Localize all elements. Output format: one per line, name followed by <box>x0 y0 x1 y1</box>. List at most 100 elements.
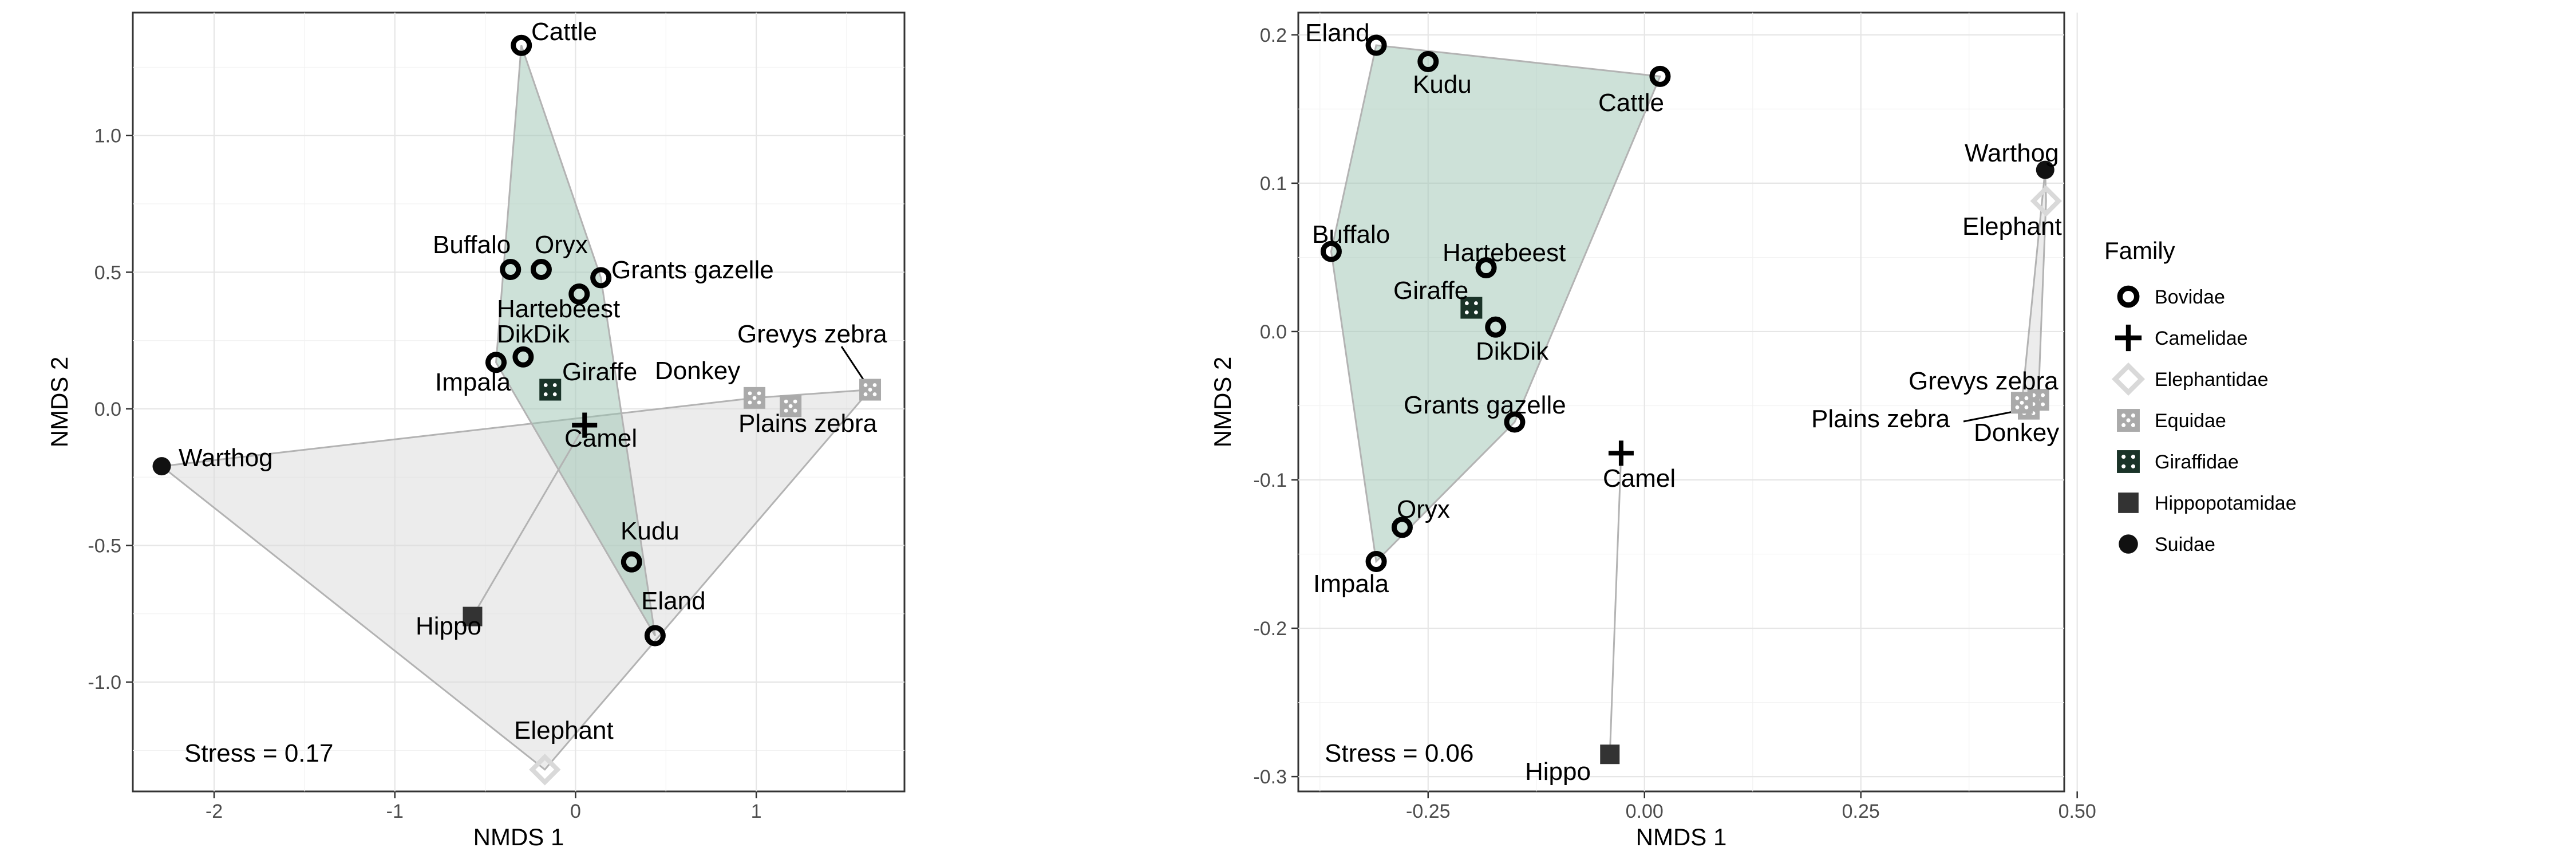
y-tick-label: 0.1 <box>1260 173 1287 195</box>
point-label-kudu: Kudu <box>621 517 679 545</box>
point-oryx <box>1391 517 1413 538</box>
y-tick-label: -0.5 <box>88 535 121 557</box>
point-eland <box>644 625 666 647</box>
legend-key-hippopotamidae <box>2118 492 2139 513</box>
points-left <box>152 34 882 786</box>
point-label-oryx: Oryx <box>535 231 588 259</box>
x-tick-label: -2 <box>206 801 223 822</box>
axes-right: -0.25 0.00 0.25 0.50 -0.3 -0.2 -0.1 0.0 0.1 0.2 <box>1253 25 2096 822</box>
x-tick-label: 0.00 <box>1626 801 1664 822</box>
point-grevys-zebra <box>859 379 882 401</box>
legend-keys <box>2111 285 2146 554</box>
point-giraffe <box>1460 297 1483 319</box>
points-right <box>1320 34 2062 765</box>
point-giraffe <box>539 379 562 401</box>
point-camel <box>572 412 598 438</box>
point-label-buffalo: Buffalo <box>433 231 511 259</box>
point-dikdik <box>512 346 534 368</box>
legend-label-camelidae: Camelidae <box>2155 328 2248 349</box>
point-buffalo <box>500 259 521 281</box>
y-tick-label: -1.0 <box>88 672 121 693</box>
point-dikdik <box>1485 316 1507 338</box>
x-tick-label: 0.50 <box>2059 801 2096 822</box>
legend-key-equidae <box>2117 409 2140 432</box>
point-label-grants-gazelle: Grants gazelle <box>611 256 774 284</box>
x-tick-label: 0.25 <box>1842 801 1880 822</box>
hulls-right <box>1330 44 2047 755</box>
point-donkey <box>2010 392 2033 414</box>
point-label-kudu-r: Kudu <box>1413 70 1472 98</box>
point-label-dikdik: DikDik <box>497 320 570 348</box>
point-elephant <box>529 754 561 786</box>
point-impala <box>1365 550 1387 572</box>
y-tick-label: 0.2 <box>1260 25 1287 46</box>
legend-key-bovidae <box>2117 285 2140 308</box>
point-label-buffalo-r: Buffalo <box>1312 220 1390 249</box>
point-label-hippo: Hippo <box>416 612 481 640</box>
point-label-donkey-r: Donkey <box>1974 419 2059 447</box>
y-tick-label: 0.0 <box>1260 321 1287 343</box>
point-impala <box>485 352 507 373</box>
point-warthog <box>152 457 171 476</box>
hull-bovidae <box>495 45 656 636</box>
y-axis-title-right: NMDS 2 <box>1209 357 1236 448</box>
point-donkey <box>743 387 765 409</box>
point-grants-gazelle <box>590 267 612 289</box>
axes-left: -2 -1 0 1 -1.0 -0.5 0.0 0.5 1.0 <box>88 125 761 822</box>
y-tick-label: -0.2 <box>1253 618 1287 640</box>
point-label-grants-gazelle-r: Grants gazelle <box>1404 391 1566 419</box>
point-hartebeest <box>568 283 590 305</box>
point-cattle <box>511 34 532 56</box>
y-axis-title-left: NMDS 2 <box>46 357 73 448</box>
point-label-elephant-r: Elephant <box>1962 212 2062 241</box>
y-tick-label: 0.5 <box>94 262 121 283</box>
point-camel <box>1608 440 1634 466</box>
point-label-grevys-zebra: Grevys zebra <box>737 320 887 348</box>
point-oryx <box>530 259 552 281</box>
point-buffalo <box>1320 241 1342 262</box>
point-label-hartebeest-r: Hartebeest <box>1443 239 1566 267</box>
point-label-grevys-zebra-r: Grevys zebra <box>1909 367 2059 395</box>
legend-label-suidae: Suidae <box>2155 534 2215 555</box>
legend-key-camelidae <box>2115 324 2142 352</box>
legend-key-giraffidae <box>2117 450 2140 473</box>
point-label-cattle: Cattle <box>531 18 597 46</box>
point-elephant <box>2030 185 2062 217</box>
point-label-warthog-r: Warthog <box>1965 139 2059 167</box>
y-tick-label: 0.0 <box>94 399 121 420</box>
x-tick-label: -1 <box>386 801 404 822</box>
x-tick-label: 0 <box>570 801 581 822</box>
nmds-plot-right: Eland Kudu Cattle Warthog Elephant Buffa… <box>1209 11 2096 850</box>
x-tick-label: 1 <box>751 801 762 822</box>
point-label-cattle-r: Cattle <box>1598 89 1664 117</box>
point-label-giraffe-r: Giraffe <box>1393 277 1468 305</box>
legend-label-hippopotamidae: Hippopotamidae <box>2155 492 2297 514</box>
point-label-dikdik-r: DikDik <box>1476 337 1549 365</box>
point-label-camel-r: Camel <box>1603 464 1676 492</box>
legend-label-giraffidae: Giraffidae <box>2155 451 2239 473</box>
x-axis-title-left: NMDS 1 <box>473 823 564 850</box>
y-tick-label: -0.3 <box>1253 766 1287 788</box>
point-label-warthog: Warthog <box>179 444 273 472</box>
point-eland <box>1365 34 1387 56</box>
point-label-plains-zebra: Plains zebra <box>738 409 878 438</box>
point-grants-gazelle <box>1504 411 1526 433</box>
hull-segment <box>472 424 586 617</box>
point-hippo <box>1600 744 1620 765</box>
point-plains-zebra <box>780 395 802 417</box>
point-label-donkey: Donkey <box>655 357 740 385</box>
point-label-hartebeest: Hartebeest <box>497 295 620 323</box>
point-label-hippo-r: Hippo <box>1525 758 1591 786</box>
x-axis-title-right: NMDS 1 <box>1636 823 1727 850</box>
point-kudu <box>1417 50 1439 72</box>
point-warthog <box>2036 160 2055 179</box>
point-hartebeest <box>1475 257 1497 279</box>
hull-segment <box>1609 453 1622 755</box>
legend: Family Bovidae Camelidae Elephantidae Eq… <box>2104 237 2297 555</box>
point-label-impala: Impala <box>435 368 511 396</box>
x-tick-label: -0.25 <box>1406 801 1451 822</box>
point-cattle <box>1649 65 1671 87</box>
legend-label-bovidae: Bovidae <box>2155 286 2225 308</box>
point-kudu <box>621 551 642 573</box>
